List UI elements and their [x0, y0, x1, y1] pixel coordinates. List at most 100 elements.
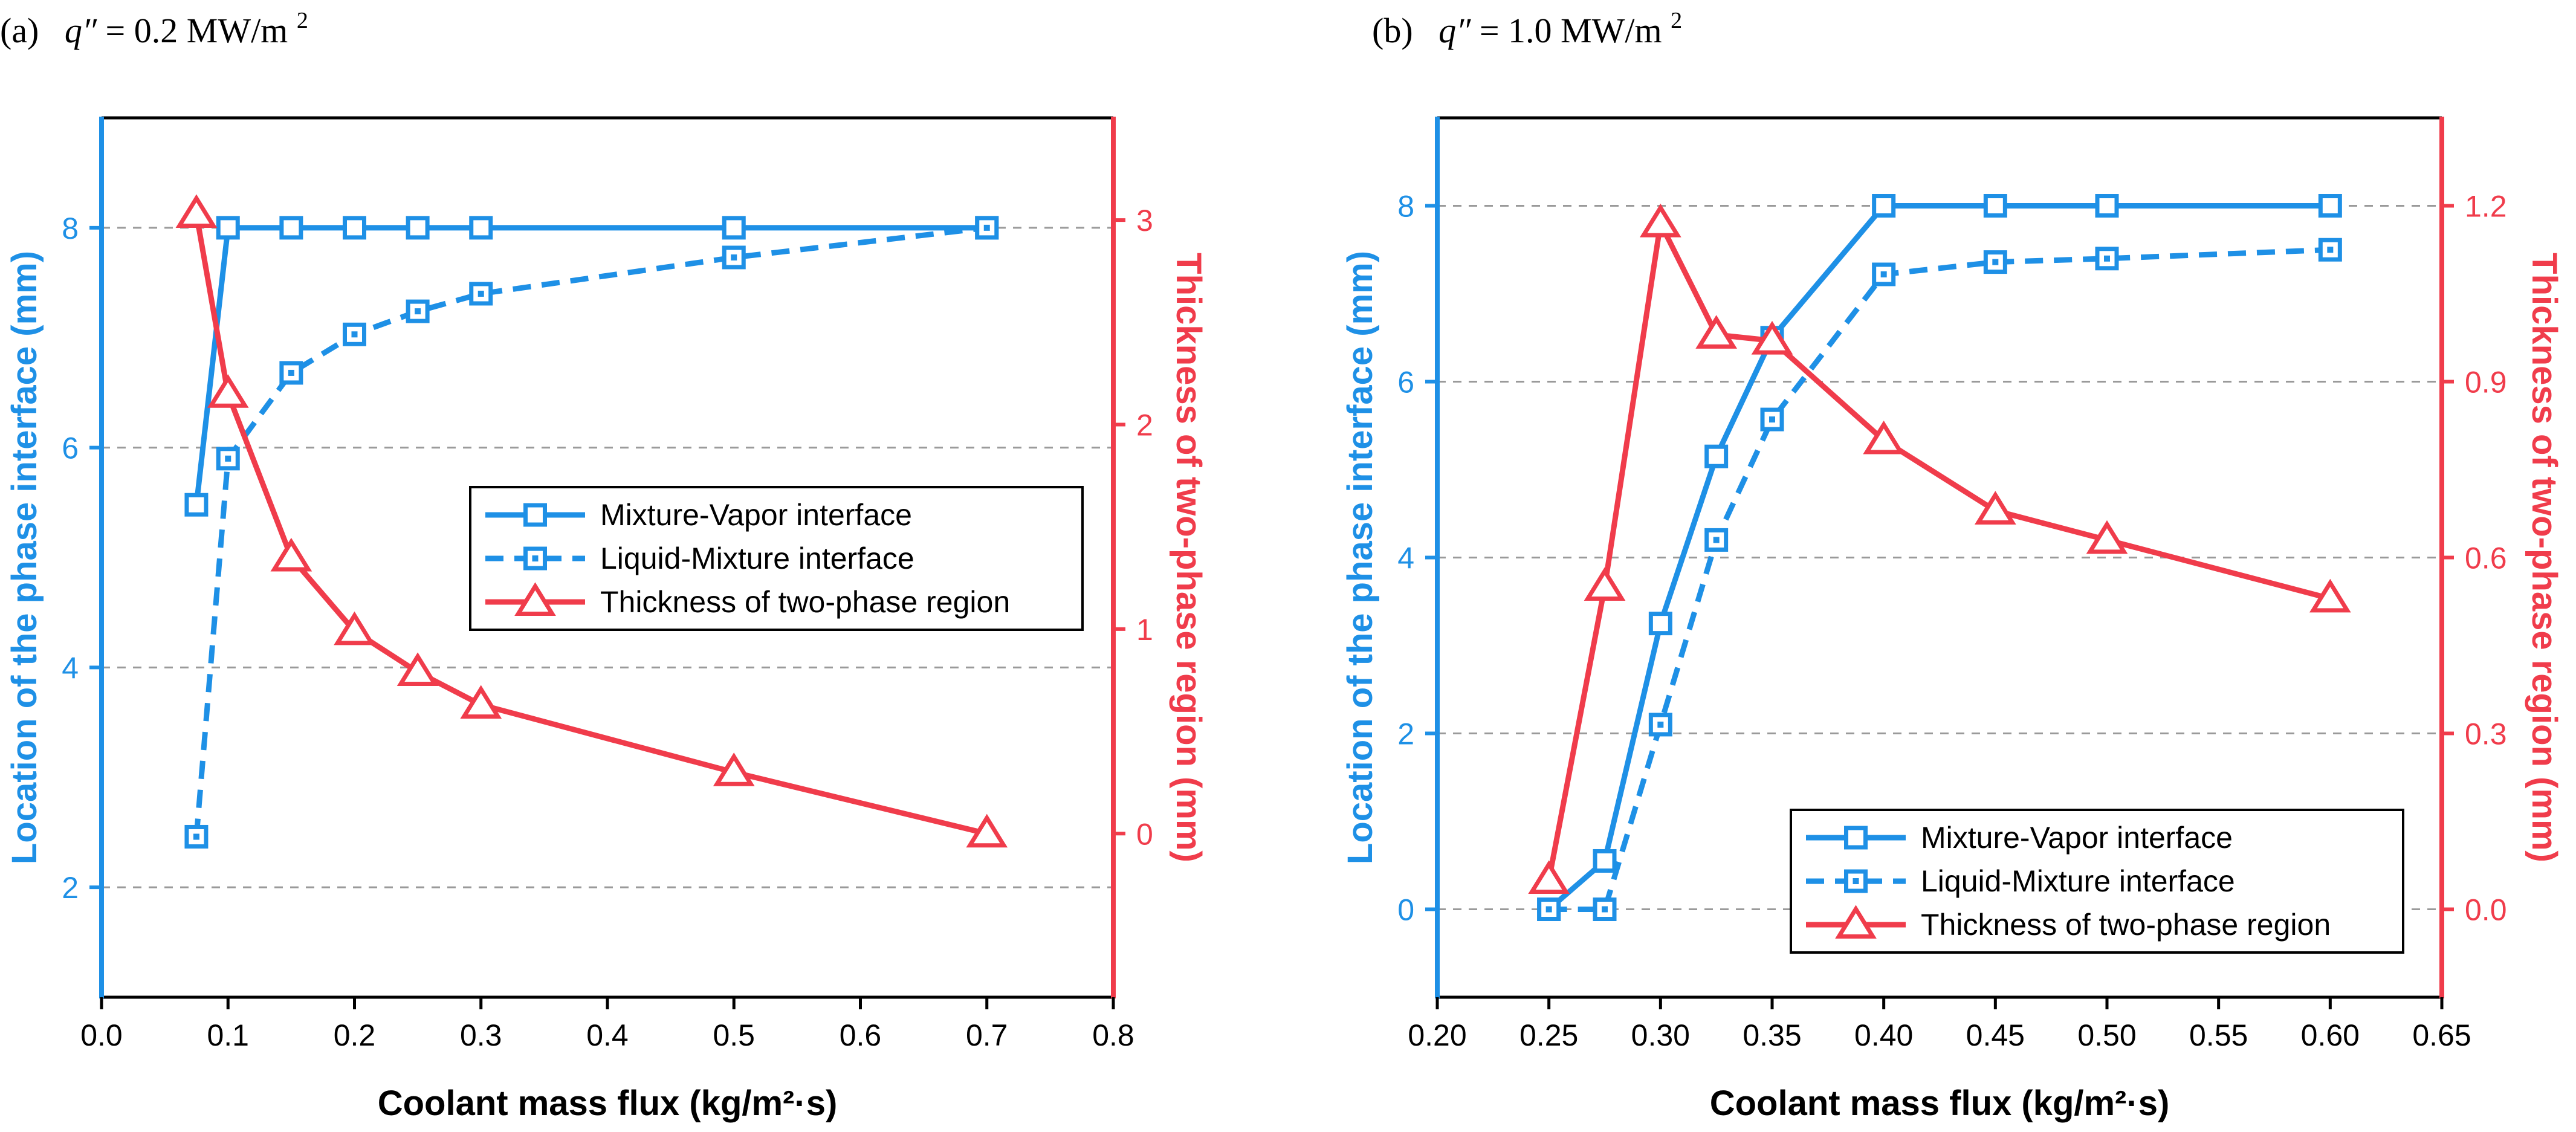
panel-b-legend-marker-2-shape [1835, 905, 1877, 939]
panel-a-series-1 [184, 216, 999, 849]
panel-b-q-superscript: 2 [1671, 8, 1682, 33]
panel-a-series-2-point-3-shape [334, 611, 375, 645]
panel-a-series-1-point-5 [469, 282, 493, 306]
panel-a-series-1-point-0-dot [193, 833, 199, 840]
panel-a-y-right-tick-label-2: 2 [1136, 409, 1153, 442]
panel-a-series-1-point-6-dot [731, 254, 737, 260]
panel-b-legend-marker-1-shape [1844, 869, 1868, 893]
panel-a-q-value: = 0.2 MW/m [106, 11, 288, 50]
panel-a-series-2-point-7-shape [966, 813, 1008, 848]
panel-b-series-1-point-6 [1983, 250, 2007, 274]
panel-b-series-2-point-7-shape [2086, 520, 2128, 554]
panel-b-series-1-point-2 [1648, 713, 1672, 737]
panel-a-legend-marker-0 [523, 503, 547, 527]
panel-b-series-0-point-1-shape [1593, 849, 1617, 873]
panel-a-x-tick-label-2: 0.2 [334, 1018, 376, 1052]
panel-b-y-left-tick-label-4: 8 [1397, 190, 1414, 224]
panel-a-series-0-point-5-shape [469, 216, 493, 240]
panel-b-series-1-point-2-dot [1657, 721, 1664, 728]
panel-b-series-2-point-4 [1751, 320, 1793, 355]
panel-b-y-right-tick-label-4: 1.2 [2465, 190, 2507, 224]
panel-a-y-right-tick-label-3: 3 [1136, 204, 1153, 238]
panel-b-series-2-point-3 [1695, 315, 1738, 349]
panel-b-y-left-tick-label-1: 2 [1397, 717, 1414, 751]
panel-a-series-0-point-1 [216, 216, 240, 240]
panel-b-series-0-point-8 [2318, 194, 2342, 218]
panel-b-y-left-tick-label-3: 6 [1397, 366, 1414, 399]
panel-b-series-0-point-5-shape [1872, 194, 1896, 218]
panel-a-y-left-tick-label-2: 6 [62, 432, 79, 465]
panel-b-y-right-axis-title: Thickness of two-phase region (mm) [2525, 253, 2564, 862]
panel-a: (a) q″ = 0.2 MW/m 2 0.0 0.1 0.2 0.3 0.4 0.5 0.… [0, 8, 1208, 1123]
panel-b-series-1-point-5 [1872, 262, 1896, 286]
panel-a-x-tick-label-1: 0.1 [207, 1018, 249, 1052]
panel-a-series-2-point-5-shape [460, 685, 502, 719]
panel-a-series-1-point-1-dot [225, 455, 231, 462]
panel-b-x-axis-title: Coolant mass flux (kg/m²·s) [1710, 1084, 2170, 1123]
panel-b-q-value: = 1.0 MW/m [1480, 11, 1662, 50]
panel-b-y-right-tick-label-2: 0.6 [2465, 542, 2507, 575]
panel-a-series-1-line [193, 225, 988, 837]
panel-a-series-2-point-6-shape [713, 752, 755, 786]
panel-a-legend-marker-0-shape [523, 503, 547, 527]
panel-b-x-ticks: 0.20 0.25 0.30 0.35 0.40 0.45 0.50 0.55 0.60 0.65 [1408, 997, 2471, 1052]
panel-a-series-0-point-0-shape [184, 493, 209, 517]
panel-a-series-2-point-7 [966, 813, 1008, 848]
panel-b-series-0-point-2 [1648, 612, 1672, 636]
panel-b-series-2-point-5 [1863, 420, 1905, 454]
panel-b-series-0-point-2-shape [1648, 612, 1672, 636]
panel-b-series-1-point-1-shape [1593, 898, 1617, 921]
panel-b-legend: Mixture-Vapor interface Liquid-Mixture in… [1790, 809, 2404, 954]
panel-a-y-left-tick-label-3: 8 [62, 212, 79, 245]
panel-b-series-1 [1537, 238, 2342, 921]
panel-b-series-2-point-2-shape [1639, 203, 1681, 238]
panel-a-series-2-point-4 [396, 652, 439, 686]
panel-a-series-1-point-7-shape [975, 216, 999, 240]
panel-a-y-left-tick-label-0: 2 [62, 871, 79, 905]
panel-b-series-1-point-2-shape [1648, 713, 1672, 737]
panel-a-series-1-point-7-dot [983, 224, 990, 231]
panel-a-x-tick-label-3: 0.3 [460, 1018, 502, 1052]
panel-a-legend-box [469, 486, 1084, 631]
panel-a-x-tick-label-5: 0.5 [713, 1018, 755, 1052]
panel-a-series-0-point-3 [343, 216, 366, 240]
panel-b-legend-label-2: Thickness of two-phase region [1921, 908, 2331, 942]
panel-b-legend-marker-0-shape [1844, 826, 1868, 850]
panel-b-x-tick-label-3: 0.35 [1743, 1018, 1801, 1052]
panel-a-series-2-point-5 [460, 685, 502, 719]
panel-b: (b) q″ = 1.0 MW/m 2 0.20 0.25 0.30 0.35 0.40… [1341, 8, 2564, 1123]
panel-b-series-2 [1528, 203, 2351, 894]
panel-b-series-1-point-6-dot [1992, 259, 1999, 265]
panel-b-legend-marker-1-dot [1853, 878, 1859, 884]
panel-b-y-left-axis-title: Location of the phase interface (mm) [1341, 251, 1380, 864]
panel-b-legend-marker-1 [1844, 869, 1868, 893]
panel-b-series-2-point-1-shape [1584, 567, 1626, 601]
panel-a-label: (a) [0, 11, 39, 50]
panel-b-series-1-point-7-dot [2104, 255, 2110, 262]
panel-b-series-2-point-0-shape [1528, 860, 1570, 894]
panel-a-y-right-tick-label-1: 1 [1136, 613, 1153, 647]
panel-a-series-1-point-3 [343, 322, 366, 346]
panel-a-x-tick-label-6: 0.6 [840, 1018, 882, 1052]
panel-b-series-2-point-3-shape [1695, 315, 1738, 349]
panel-a-series-2-point-0 [175, 194, 218, 228]
panel-b-legend-marker-0 [1844, 826, 1868, 850]
panel-b-series-0-point-3 [1704, 444, 1729, 468]
panel-a-series-1-point-6-shape [722, 245, 746, 270]
panel-b-series-0-point-7-shape [2095, 194, 2119, 218]
panel-b-series-2-point-8-shape [2309, 578, 2351, 613]
panel-a-series-1-point-4-dot [415, 308, 421, 315]
panel-a-x-axis-title: Coolant mass flux (kg/m²·s) [378, 1084, 838, 1123]
panel-b-legend-marker-2 [1835, 905, 1877, 939]
panel-b-y-left-tick-label-0: 0 [1397, 893, 1414, 927]
panel-a-series-0-point-6 [722, 216, 746, 240]
panel-a-series-0 [184, 216, 999, 517]
panel-a-series-1-point-2 [279, 361, 303, 385]
panel-b-y-right-ticks: 0.0 0.3 0.6 0.9 1.2 [2442, 190, 2507, 927]
panel-a-legend-label-2: Thickness of two-phase region [600, 585, 1010, 619]
panel-b-series-2-point-7 [2086, 520, 2128, 554]
panel-b-legend-box [1790, 809, 2404, 954]
panel-a-series-0-point-4-shape [406, 216, 430, 240]
panel-a-x-tick-label-0: 0.0 [80, 1018, 123, 1052]
panel-b-series-2-point-5-shape [1863, 420, 1905, 454]
